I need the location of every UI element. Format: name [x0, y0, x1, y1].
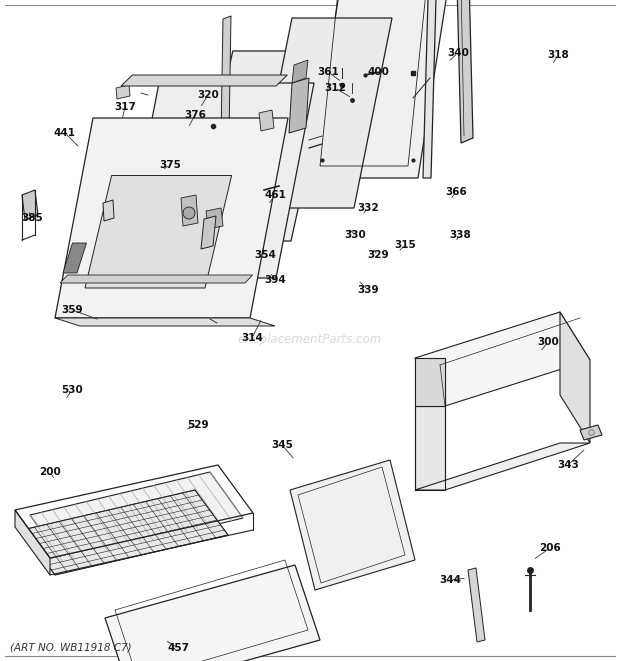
Polygon shape	[181, 195, 198, 226]
Polygon shape	[415, 406, 445, 490]
Text: 400: 400	[367, 67, 389, 77]
Polygon shape	[415, 312, 590, 406]
Polygon shape	[289, 78, 309, 133]
Polygon shape	[191, 51, 333, 241]
Circle shape	[183, 207, 195, 219]
Text: 318: 318	[547, 50, 569, 60]
Text: 354: 354	[254, 250, 276, 260]
Polygon shape	[22, 190, 38, 220]
Text: 300: 300	[537, 337, 559, 347]
Polygon shape	[63, 243, 87, 273]
Text: 315: 315	[394, 240, 416, 250]
Text: eReplacementParts.com: eReplacementParts.com	[238, 334, 382, 346]
Polygon shape	[55, 318, 275, 326]
Text: 394: 394	[264, 275, 286, 285]
Text: 529: 529	[187, 420, 209, 430]
Polygon shape	[310, 0, 448, 178]
Text: 343: 343	[557, 460, 579, 470]
Polygon shape	[55, 118, 288, 318]
Text: 339: 339	[357, 285, 379, 295]
Text: (ART NO. WB11918 C7): (ART NO. WB11918 C7)	[10, 643, 131, 653]
Polygon shape	[423, 0, 436, 178]
Text: 457: 457	[167, 643, 189, 653]
Polygon shape	[580, 425, 602, 440]
Polygon shape	[105, 565, 320, 661]
Text: 375: 375	[159, 160, 181, 170]
Text: 330: 330	[344, 230, 366, 240]
Polygon shape	[103, 200, 114, 221]
Text: 317: 317	[114, 102, 136, 112]
Polygon shape	[121, 75, 288, 86]
Polygon shape	[415, 358, 445, 406]
Polygon shape	[219, 16, 231, 256]
Text: 361: 361	[317, 67, 339, 77]
Text: 340: 340	[447, 48, 469, 58]
Polygon shape	[468, 568, 485, 642]
Polygon shape	[292, 60, 308, 83]
Text: 312: 312	[324, 83, 346, 93]
Polygon shape	[121, 83, 314, 278]
Text: 461: 461	[264, 190, 286, 200]
Polygon shape	[201, 216, 216, 249]
Polygon shape	[15, 510, 50, 575]
Polygon shape	[206, 208, 223, 229]
Text: 314: 314	[241, 333, 263, 343]
Text: 530: 530	[61, 385, 83, 395]
Text: 345: 345	[271, 440, 293, 450]
Text: 338: 338	[449, 230, 471, 240]
Polygon shape	[560, 312, 590, 443]
Polygon shape	[290, 460, 415, 590]
Polygon shape	[85, 176, 232, 288]
Polygon shape	[415, 443, 590, 490]
Text: 320: 320	[197, 90, 219, 100]
Text: 206: 206	[539, 543, 561, 553]
Text: 332: 332	[357, 203, 379, 213]
Text: 366: 366	[445, 187, 467, 197]
Text: 344: 344	[439, 575, 461, 585]
Text: 200: 200	[39, 467, 61, 477]
Polygon shape	[60, 275, 252, 283]
Text: 385: 385	[21, 213, 43, 223]
Polygon shape	[254, 18, 392, 208]
Text: 441: 441	[54, 128, 76, 138]
Text: 359: 359	[61, 305, 83, 315]
Polygon shape	[116, 85, 130, 99]
Polygon shape	[30, 472, 243, 562]
Polygon shape	[259, 110, 274, 131]
Text: 329: 329	[367, 250, 389, 260]
Polygon shape	[457, 0, 473, 143]
Polygon shape	[22, 490, 228, 575]
Text: 376: 376	[184, 110, 206, 120]
